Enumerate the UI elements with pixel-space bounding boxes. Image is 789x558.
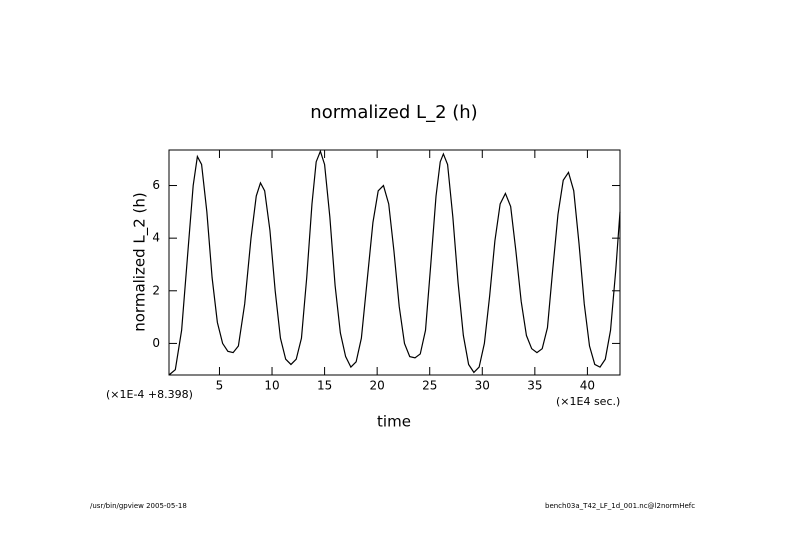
footer-left: /usr/bin/gpview 2005-05-18 bbox=[90, 502, 187, 510]
x-tick-label: 40 bbox=[580, 379, 595, 393]
x-tick-label: 30 bbox=[475, 379, 490, 393]
x-offset-label: (×1E-4 +8.398) bbox=[106, 388, 193, 401]
x-tick-label: 20 bbox=[370, 379, 385, 393]
data-line bbox=[168, 149, 621, 376]
y-tick-label: 0 bbox=[152, 336, 160, 350]
y-tick-label: 6 bbox=[152, 178, 160, 192]
chart-title: normalized L_2 (h) bbox=[310, 102, 477, 123]
plot-frame bbox=[168, 149, 621, 376]
x-axis-label: time bbox=[377, 413, 411, 431]
y-tick-label: 2 bbox=[152, 283, 160, 297]
x-tick-label: 25 bbox=[422, 379, 437, 393]
x-tick-label: 5 bbox=[216, 379, 224, 393]
x-unit-label: (×1E4 sec.) bbox=[556, 395, 620, 408]
x-tick-label: 15 bbox=[317, 379, 332, 393]
y-axis-label: normalized L_2 (h) bbox=[131, 192, 150, 332]
footer-right: bench03a_T42_LF_1d_001.nc@l2normHefc bbox=[545, 502, 695, 510]
x-tick-label: 35 bbox=[527, 379, 542, 393]
x-tick-label: 10 bbox=[264, 379, 279, 393]
y-tick-label: 4 bbox=[152, 231, 160, 245]
